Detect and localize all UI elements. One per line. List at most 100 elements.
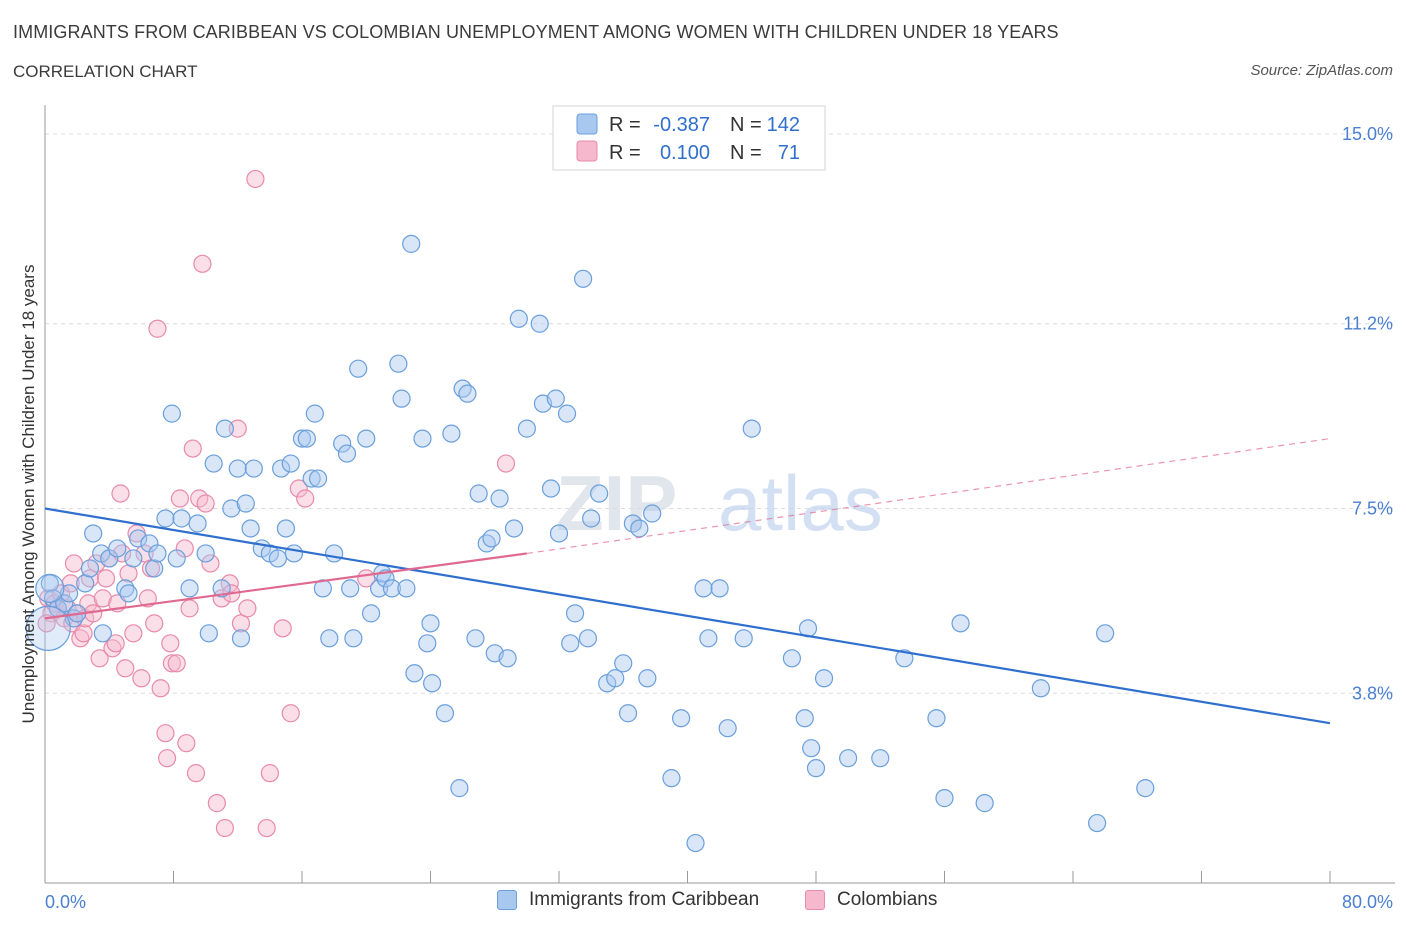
legend-r-value-colombians: 0.100 xyxy=(660,142,710,164)
colombians-point xyxy=(273,619,292,638)
caribbean-point xyxy=(59,584,79,603)
colombians-points xyxy=(37,169,516,838)
caribbean-point xyxy=(546,389,565,408)
legend-n-value-colombians: 71 xyxy=(778,142,800,164)
colombians-point xyxy=(90,649,109,668)
colombians-point xyxy=(260,764,279,783)
caribbean-point xyxy=(145,559,164,578)
x-ticks xyxy=(44,871,1331,883)
caribbean-point xyxy=(305,404,324,423)
legend-item-colombians: Colombians xyxy=(805,889,937,911)
caribbean-point xyxy=(814,669,834,688)
colombians-point xyxy=(103,639,122,658)
caribbean-point xyxy=(435,704,455,723)
caribbean-point xyxy=(423,674,442,693)
caribbean-point xyxy=(370,579,389,598)
caribbean-point xyxy=(509,309,528,328)
caribbean-point xyxy=(975,794,994,813)
caribbean-point xyxy=(504,519,524,538)
colombians-point xyxy=(157,749,177,768)
caribbean-point xyxy=(93,624,112,643)
caribbean-point xyxy=(1096,624,1115,643)
caribbean-point xyxy=(517,419,536,438)
colombians-point xyxy=(132,669,151,688)
caribbean-point xyxy=(806,759,826,778)
caribbean-point xyxy=(228,459,247,478)
y-tick-label: 11.2% xyxy=(1343,314,1393,334)
stats-legend: R = -0.387 N = 142 R = 0.100 N = 71 xyxy=(552,105,826,171)
colombians-trendline xyxy=(44,552,528,620)
caribbean-point xyxy=(782,649,802,668)
caribbean-point xyxy=(325,544,344,563)
x-tick-label-min: 0.0% xyxy=(45,892,86,912)
colombians-point xyxy=(193,254,212,273)
colombians-point xyxy=(207,794,226,813)
caribbean-point xyxy=(297,429,316,448)
colombians-point xyxy=(106,634,125,653)
caribbean-point xyxy=(498,649,517,668)
colombians-point xyxy=(183,439,202,458)
colombians-point xyxy=(289,479,308,498)
caribbean-point xyxy=(172,509,191,528)
trendlines xyxy=(44,437,1331,725)
source-note: Source: ZipAtlas.com xyxy=(1250,62,1393,79)
x-tick-label-max: 80.0% xyxy=(1342,892,1393,912)
caribbean-point xyxy=(308,469,328,488)
colombians-point xyxy=(161,634,180,653)
caribbean-point xyxy=(236,494,255,513)
caribbean-point xyxy=(76,574,95,593)
caribbean-point xyxy=(541,479,561,498)
caribbean-point xyxy=(557,404,577,423)
legend-label-colombians: Colombians xyxy=(837,889,938,910)
caribbean-point xyxy=(337,444,357,463)
caribbean-point xyxy=(212,579,231,598)
caribbean-point xyxy=(272,459,291,478)
colombians-point xyxy=(246,169,265,189)
caribbean-point xyxy=(167,549,186,568)
caribbean-point xyxy=(418,634,437,653)
caribbean-point xyxy=(129,529,148,548)
caribbean-point xyxy=(244,459,263,478)
caribbean-point xyxy=(466,629,485,648)
caribbean-point xyxy=(699,629,718,648)
caribbean-point xyxy=(718,719,737,738)
caribbean-point xyxy=(222,499,241,518)
caribbean-point xyxy=(392,389,411,408)
colombians-point xyxy=(296,489,315,508)
colombians-point xyxy=(177,734,196,753)
legend-swatch-caribbean xyxy=(576,113,598,135)
caribbean-points xyxy=(25,234,1155,853)
y-tick-label: 7.5% xyxy=(1352,499,1393,519)
caribbean-point xyxy=(405,664,424,683)
colombians-point xyxy=(93,589,112,608)
y-tick-labels: 3.8% 7.5% 11.2% 15.0% xyxy=(1342,124,1393,703)
caribbean-point xyxy=(357,429,376,448)
colombians-point xyxy=(231,614,251,633)
colombians-point xyxy=(124,624,143,643)
colombians-trendline-extension xyxy=(526,437,1331,555)
caribbean-point xyxy=(578,629,598,648)
caribbean-point-cluster xyxy=(35,573,65,603)
colombians-point xyxy=(257,818,276,838)
colombians-point xyxy=(116,659,135,678)
legend-n-label-colombians: N = xyxy=(730,142,762,164)
caribbean-point xyxy=(671,709,691,728)
colombians-point xyxy=(186,764,206,783)
caribbean-point xyxy=(565,604,585,623)
legend-n-value-caribbean: 142 xyxy=(767,114,800,136)
caribbean-point xyxy=(458,384,477,403)
caribbean-point xyxy=(442,424,461,443)
caribbean-point xyxy=(341,579,360,598)
caribbean-point xyxy=(188,514,207,533)
caribbean-point xyxy=(292,429,312,448)
caribbean-point xyxy=(839,749,858,768)
colombians-point xyxy=(201,554,220,573)
caribbean-point xyxy=(344,629,363,648)
caribbean-point xyxy=(742,419,761,438)
colombians-point xyxy=(74,624,93,643)
colombians-point xyxy=(148,319,167,338)
caribbean-point xyxy=(320,629,339,648)
legend-swatch-colombians-bottom xyxy=(805,890,825,910)
caribbean-point xyxy=(573,269,593,288)
colombians-point xyxy=(96,569,116,588)
